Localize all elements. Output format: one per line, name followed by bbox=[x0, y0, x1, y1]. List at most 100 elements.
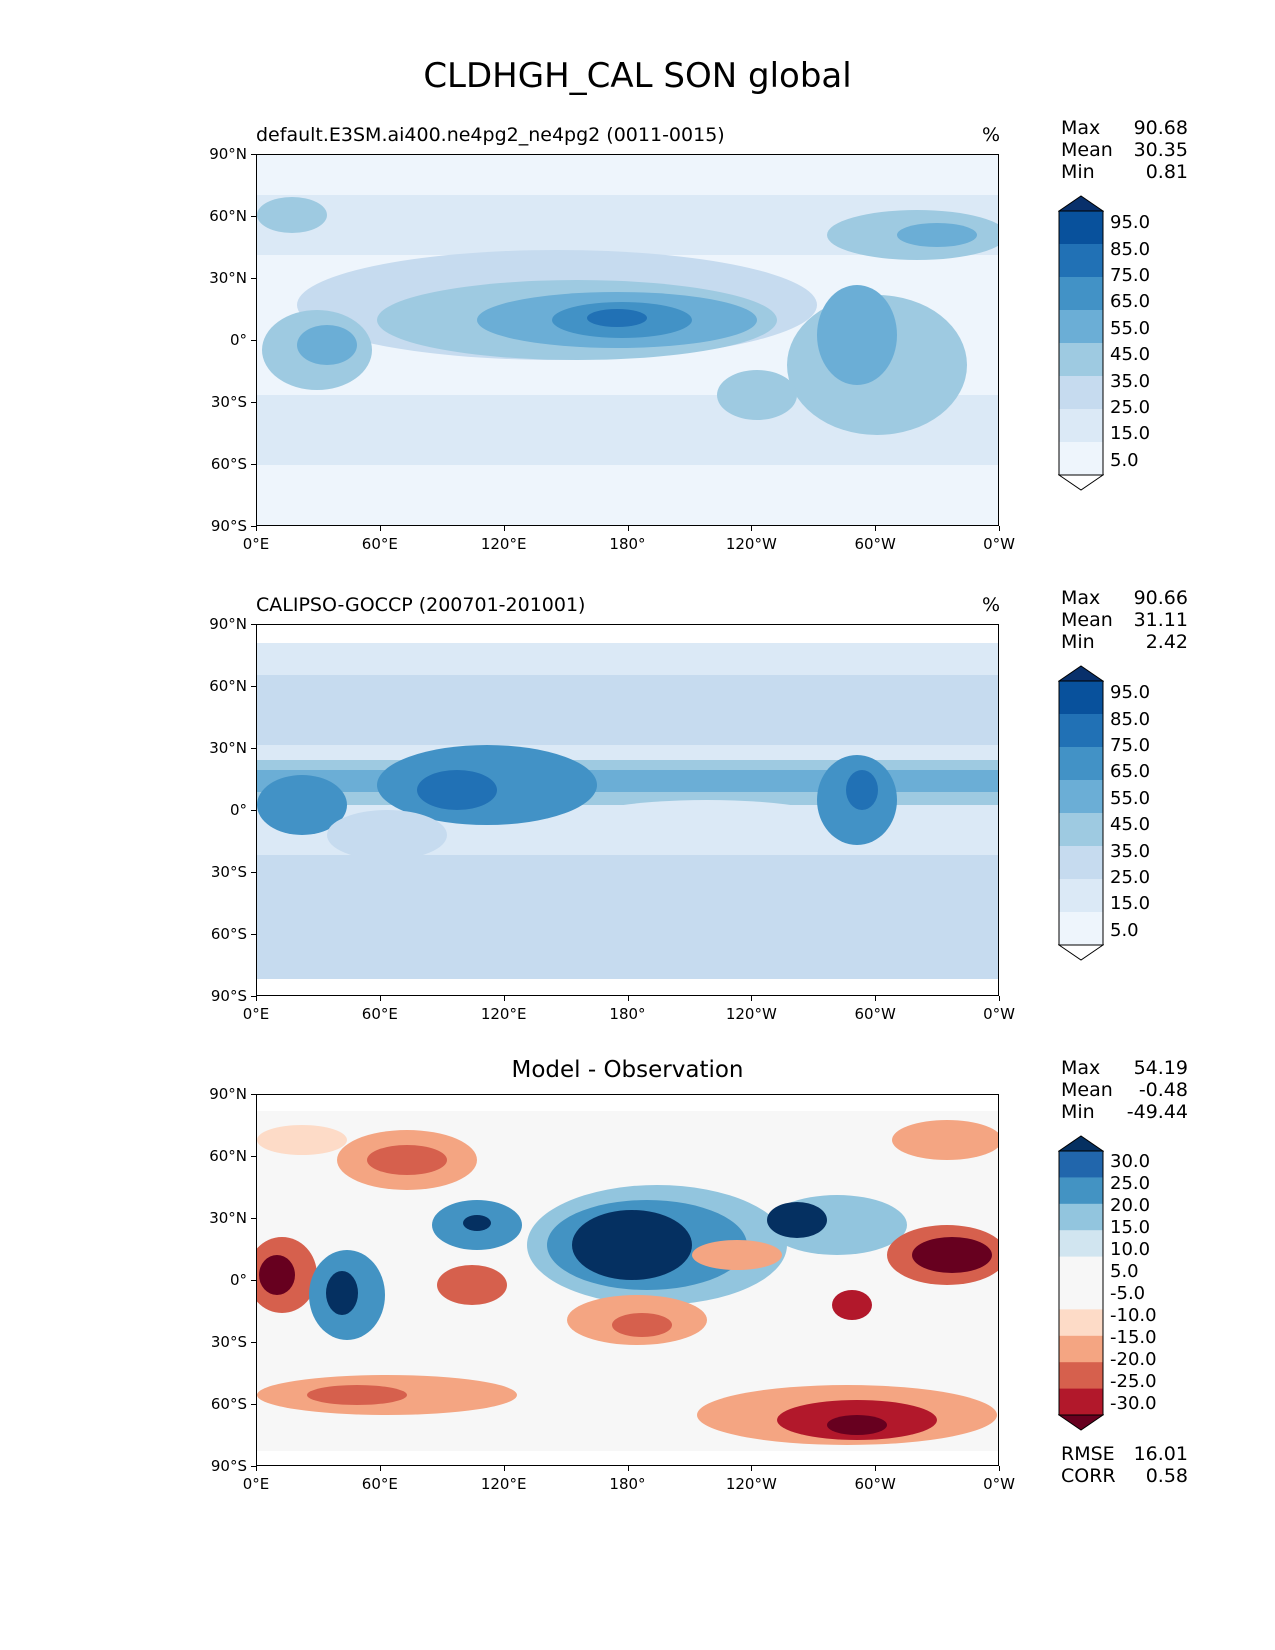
max-value: 54.19 bbox=[1133, 1057, 1188, 1079]
panel-2-ytick bbox=[251, 748, 256, 749]
colorbar-level-label: 5.0 bbox=[1110, 919, 1139, 941]
panel-3-xtick bbox=[503, 1466, 505, 1471]
max-label: Max bbox=[1061, 1057, 1101, 1079]
colorbar-level-label: 5.0 bbox=[1110, 1260, 1139, 1282]
panel-2-ytick bbox=[251, 686, 256, 687]
panel-3-error-stats: RMSE 16.01 CORR 0.58 bbox=[1061, 1443, 1188, 1487]
panel-2-ytick bbox=[251, 624, 256, 625]
panel-2-xtick-label: 60°W bbox=[854, 1005, 896, 1023]
colorbar-segment bbox=[1059, 1309, 1103, 1337]
colorbar-outline bbox=[1058, 680, 1104, 946]
panel-2-stats: Max 90.66 Mean 31.11 Min 2.42 bbox=[1061, 587, 1188, 653]
max-label: Max bbox=[1061, 587, 1101, 609]
colorbar-segment bbox=[1059, 846, 1103, 880]
min-value: 0.81 bbox=[1145, 161, 1188, 183]
panel-1-ytick-label: 0° bbox=[229, 331, 247, 349]
panel-1-ytick bbox=[251, 278, 256, 279]
colorbar-segment bbox=[1059, 1362, 1103, 1390]
panel-3-ytick-label: 60°S bbox=[210, 1395, 247, 1413]
rmse-label: RMSE bbox=[1061, 1443, 1115, 1465]
panel-3-ytick-label: 60°N bbox=[209, 1147, 247, 1165]
panel-3-ytick-label: 30°S bbox=[210, 1333, 247, 1351]
panel-3-xtick-label: 120°W bbox=[725, 1475, 777, 1493]
panel-1-ytick-label: 90°N bbox=[209, 145, 247, 163]
panel-2-ytick-label: 90°N bbox=[209, 615, 247, 633]
colorbar-segment bbox=[1059, 714, 1103, 748]
colorbar-segment bbox=[1059, 1283, 1103, 1310]
panel-3-ytick bbox=[251, 1466, 256, 1467]
panel-3-xtick-label: 0°E bbox=[242, 1475, 270, 1493]
min-label: Min bbox=[1061, 1101, 1095, 1123]
panel-3-ytick bbox=[251, 1094, 256, 1095]
colorbar-segment bbox=[1059, 1388, 1103, 1416]
colorbar-segment bbox=[1059, 747, 1103, 781]
colorbar-segment bbox=[1059, 912, 1103, 946]
panel-1-xtick bbox=[999, 526, 1000, 531]
panel-2-xtick-label: 120°W bbox=[725, 1005, 777, 1023]
panel-3-xtick bbox=[999, 1466, 1000, 1471]
colorbar-level-label: -10.0 bbox=[1110, 1304, 1157, 1326]
panel-1-ytick bbox=[251, 464, 256, 465]
colorbar-top-extend bbox=[1058, 195, 1104, 212]
colorbar-level-label: 65.0 bbox=[1110, 291, 1151, 313]
colorbar-level-label: -15.0 bbox=[1110, 1326, 1157, 1348]
max-label: Max bbox=[1061, 117, 1101, 139]
colorbar-level-label: 75.0 bbox=[1110, 735, 1151, 757]
panel-1-xtick-label: 60°E bbox=[361, 535, 398, 553]
colorbar-level-label: 15.0 bbox=[1110, 423, 1151, 445]
panel-3-xtick-label: 60°E bbox=[361, 1475, 398, 1493]
panel-2-ytick-label: 30°S bbox=[210, 863, 247, 881]
colorbar-segment bbox=[1059, 409, 1103, 443]
panel-2-units: % bbox=[982, 594, 1001, 616]
panel-2-xtick bbox=[379, 996, 381, 1001]
panel-3-ytick bbox=[251, 1280, 256, 1281]
panel-3-xtick bbox=[751, 1466, 753, 1471]
colorbar-segment bbox=[1059, 277, 1103, 311]
colorbar-segment bbox=[1059, 1256, 1103, 1284]
panel-2-xtick bbox=[256, 996, 257, 1001]
panel-3-map bbox=[256, 1094, 999, 1466]
mean-value: 30.35 bbox=[1133, 139, 1188, 161]
panel-1-ytick-label: 30°S bbox=[210, 393, 247, 411]
colorbar-level-label: 65.0 bbox=[1110, 761, 1151, 783]
panel-2-ytick bbox=[251, 934, 256, 935]
panel-1-ytick bbox=[251, 340, 256, 341]
colorbar-level-label: 10.0 bbox=[1110, 1238, 1151, 1260]
colorbar-outline bbox=[1058, 1150, 1104, 1416]
min-label: Min bbox=[1061, 631, 1095, 653]
panel-1-title: default.E3SM.ai400.ne4pg2_ne4pg2 (0011-0… bbox=[256, 124, 725, 146]
colorbar-level-label: 55.0 bbox=[1110, 787, 1151, 809]
panel-1-xtick bbox=[256, 526, 257, 531]
panel-3-xtick-label: 120°E bbox=[480, 1475, 527, 1493]
panel-1-ytick bbox=[251, 526, 256, 527]
colorbar-segment bbox=[1059, 244, 1103, 278]
panel-2-ytick-label: 30°N bbox=[209, 739, 247, 757]
colorbar-segment bbox=[1059, 813, 1103, 847]
mean-value: -0.48 bbox=[1138, 1079, 1188, 1101]
rmse-value: 16.01 bbox=[1133, 1443, 1188, 1465]
colorbar-level-label: 5.0 bbox=[1110, 449, 1139, 471]
panel-3-xtick-label: 60°W bbox=[854, 1475, 896, 1493]
panel-1-ytick bbox=[251, 216, 256, 217]
panel-2-ytick-label: 0° bbox=[229, 801, 247, 819]
colorbar-segment bbox=[1059, 1203, 1103, 1231]
mean-value: 31.11 bbox=[1133, 609, 1188, 631]
colorbar-level-label: 85.0 bbox=[1110, 238, 1151, 260]
panel-3-ytick bbox=[251, 1404, 256, 1405]
panel-1-units: % bbox=[982, 124, 1001, 146]
panel-3-ytick bbox=[251, 1218, 256, 1219]
panel-1-xtick-label: 120°W bbox=[725, 535, 777, 553]
colorbar-level-label: 35.0 bbox=[1110, 840, 1151, 862]
panel-3-xtick-label: 0°W bbox=[983, 1475, 1015, 1493]
panel-3-title: Model - Observation bbox=[511, 1057, 744, 1083]
colorbar-segment bbox=[1059, 1335, 1103, 1363]
mean-label: Mean bbox=[1061, 1079, 1113, 1101]
colorbar-level-label: 35.0 bbox=[1110, 370, 1151, 392]
colorbar-level-label: 25.0 bbox=[1110, 867, 1151, 889]
colorbar-level-label: 25.0 bbox=[1110, 1172, 1151, 1194]
colorbar-segment bbox=[1059, 780, 1103, 814]
colorbar-level-label: 55.0 bbox=[1110, 317, 1151, 339]
mean-label: Mean bbox=[1061, 139, 1113, 161]
colorbar-top-extend bbox=[1058, 665, 1104, 682]
panel-2-ytick bbox=[251, 996, 256, 997]
